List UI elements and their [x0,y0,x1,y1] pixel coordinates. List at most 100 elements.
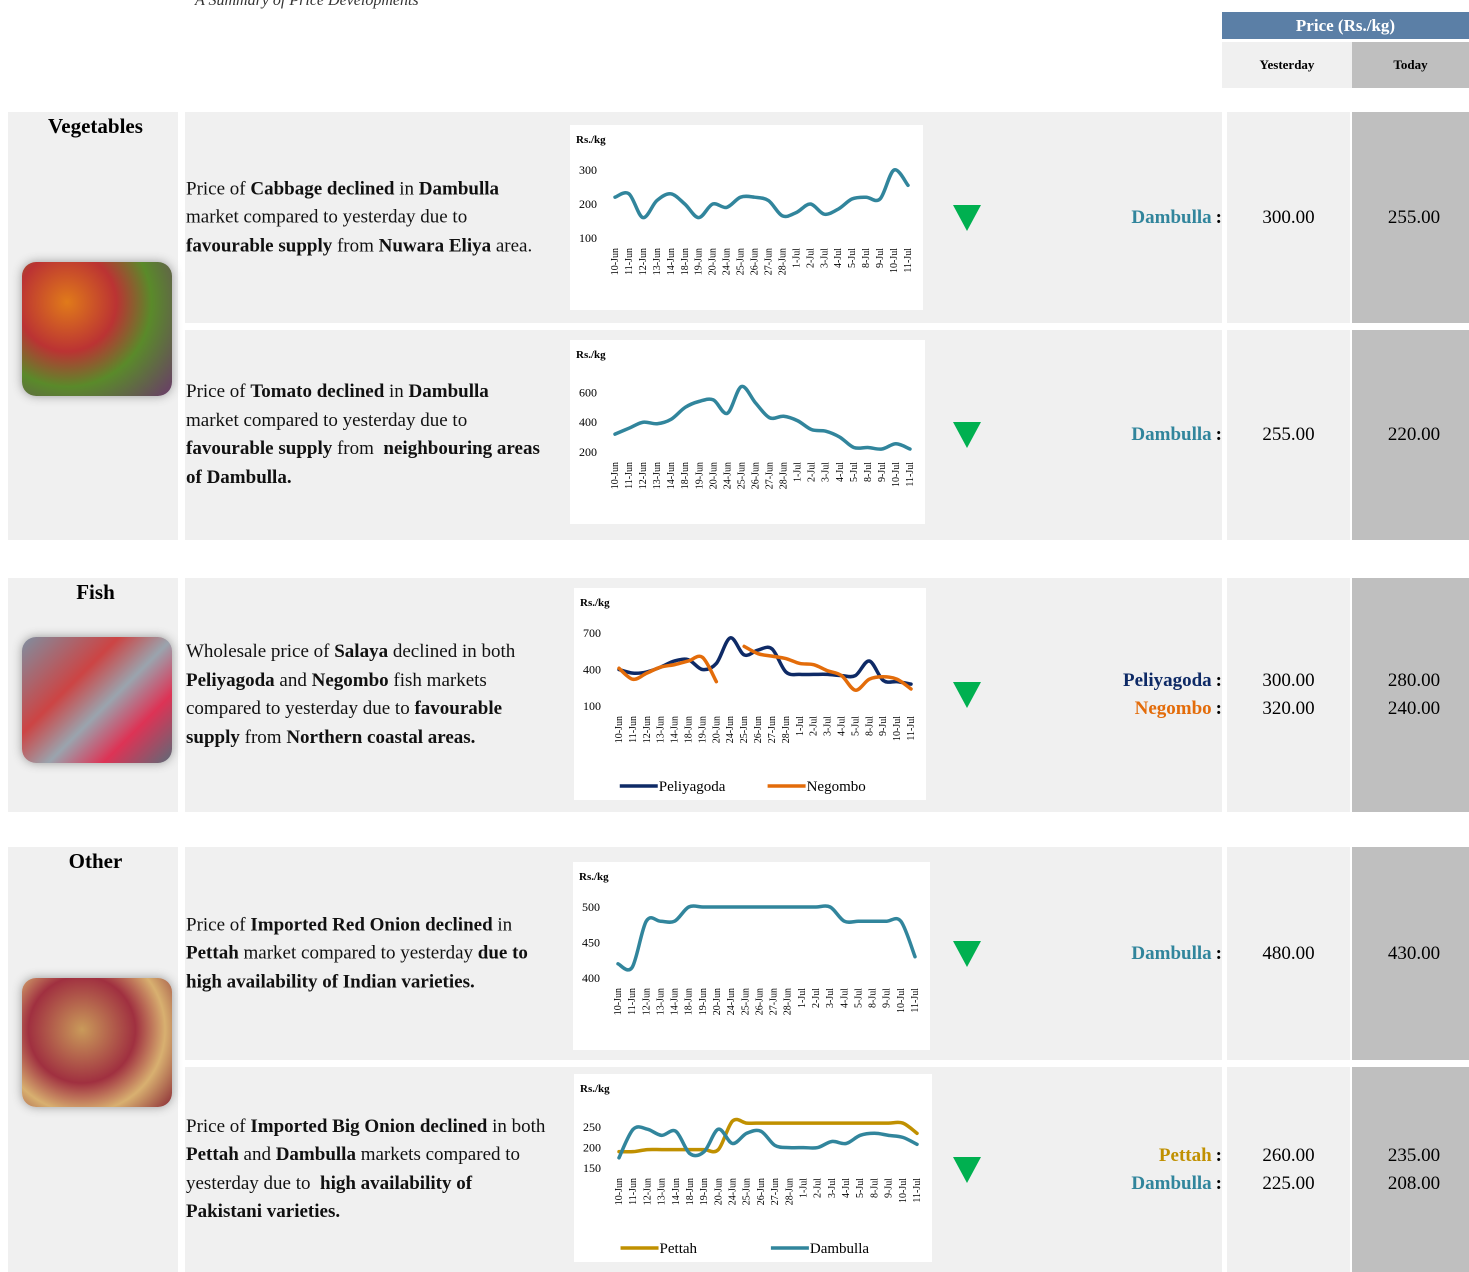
description: Price of Tomato declined in Dambulla mar… [186,378,546,492]
x-tick-label: 12-Jun [641,988,652,1015]
y-tick-label: 400 [582,971,600,985]
arrow-shape [953,1157,981,1183]
x-tick-label: 28-Jun [783,988,794,1015]
y-tick-label: 600 [579,385,597,399]
y-tick-label: 200 [579,445,597,459]
x-tick-label: 18-Jun [680,462,691,489]
x-tick-label: 8-Jul [861,248,872,268]
yesterday-price: 300.00 [1227,667,1350,695]
today-price: 255.00 [1352,204,1469,232]
x-tick-label: 9-Jul [877,462,888,482]
x-tick-label: 12-Jun [638,248,649,275]
today-price: 280.00 [1352,667,1469,695]
x-tick-label: 10-Jul [896,988,907,1013]
page-title: A Summary of Price Developments [195,0,419,10]
x-tick-label: 5-Jul [853,988,864,1008]
yesterday-price: 260.00 [1227,1142,1350,1170]
description-text: Imported Big Onion declined [250,1116,487,1137]
market-separator: : [1216,943,1222,964]
x-tick-label: 13-Jun [652,462,663,489]
market-name: Negombo [1135,698,1212,719]
description-text: Dambulla [419,178,499,199]
description-text: from [240,727,286,748]
x-tick-label: 11-Jul [906,716,917,741]
x-tick-label: 10-Jun [610,248,621,275]
x-tick-label: 11-Jun [628,1178,639,1205]
x-tick-label: 2-Jul [807,462,818,482]
down-arrow [953,1157,981,1183]
x-tick-label: 8-Jul [864,716,875,736]
x-tick-label: 1-Jul [797,988,808,1008]
x-tick-label: 28-Jun [779,462,790,489]
description-text: Pettah [186,1144,239,1165]
description-text: in [394,178,418,199]
yesterday-heading: Yesterday [1222,42,1352,88]
x-tick-label: 26-Jun [750,462,761,489]
x-tick-label: 26-Jun [754,988,765,1015]
description-text: favourable supply [186,235,332,256]
x-tick-label: 19-Jun [698,988,709,1015]
description-text: favourable supply [186,438,332,459]
section-image [22,637,172,763]
y-tick-label: 700 [583,626,601,640]
description: Price of Imported Big Onion declined in … [186,1113,546,1227]
chart-background [574,588,926,800]
x-tick-label: 4-Jul [836,716,847,736]
market-name: Dambulla [1131,943,1211,964]
description-text: Price of [186,1116,250,1137]
x-tick-label: 26-Jun [753,716,764,743]
x-tick-label: 1-Jul [798,1178,809,1198]
x-tick-label: 14-Jun [666,248,677,275]
x-tick-label: 20-Jun [713,1178,724,1205]
today-heading: Today [1352,42,1469,88]
x-tick-label: 9-Jul [875,248,886,268]
section-title: Fish [8,580,183,605]
x-tick-label: 3-Jul [821,462,832,482]
y-tick-label: 200 [583,1141,601,1155]
chart-title: Rs./kg [580,1083,610,1095]
x-tick-label: 2-Jul [805,248,816,268]
chart-background [573,862,930,1050]
x-tick-label: 5-Jul [847,248,858,268]
x-tick-label: 11-Jun [624,248,635,275]
x-tick-label: 11-Jul [912,1178,923,1203]
x-tick-label: 27-Jun [769,988,780,1015]
y-tick-label: 200 [579,197,597,211]
market-separator: : [1216,670,1222,691]
x-tick-label: 4-Jul [835,462,846,482]
description-text: Dambulla [409,381,489,402]
x-tick-label: 11-Jul [910,988,921,1013]
x-tick-label: 25-Jun [739,716,750,743]
x-tick-label: 27-Jun [765,462,776,489]
x-tick-label: 12-Jun [642,1178,653,1205]
description-text: Peliyagoda [186,670,275,691]
y-tick-label: 100 [583,699,601,713]
x-tick-label: 27-Jun [763,248,774,275]
market-separator: : [1216,424,1222,445]
x-tick-label: 1-Jul [795,716,806,736]
down-arrow [953,422,981,448]
arrow-shape [953,941,981,967]
description-text: Wholesale price of [186,641,334,662]
x-tick-label: 5-Jul [849,462,860,482]
x-tick-label: 3-Jul [819,248,830,268]
x-tick-label: 13-Jun [656,716,667,743]
arrow-shape [953,422,981,448]
x-tick-label: 24-Jun [726,988,737,1015]
x-tick-label: 20-Jun [712,988,723,1015]
x-tick-label: 3-Jul [823,716,834,736]
description-text: Cabbage declined [250,178,394,199]
down-arrow [953,941,981,967]
x-tick-label: 24-Jun [728,1178,739,1205]
chart-title: Rs./kg [576,134,606,146]
chart: Rs./kg10040070010-Jun11-Jun12-Jun13-Jun1… [574,588,926,800]
x-tick-label: 25-Jun [740,988,751,1015]
chart-background [574,1074,932,1262]
x-tick-label: 8-Jul [863,462,874,482]
description-text: Price of [186,381,250,402]
y-tick-label: 450 [582,936,600,950]
down-arrow [953,682,981,708]
yesterday-price: 320.00 [1227,695,1350,723]
today-price: 235.00 [1352,1142,1469,1170]
